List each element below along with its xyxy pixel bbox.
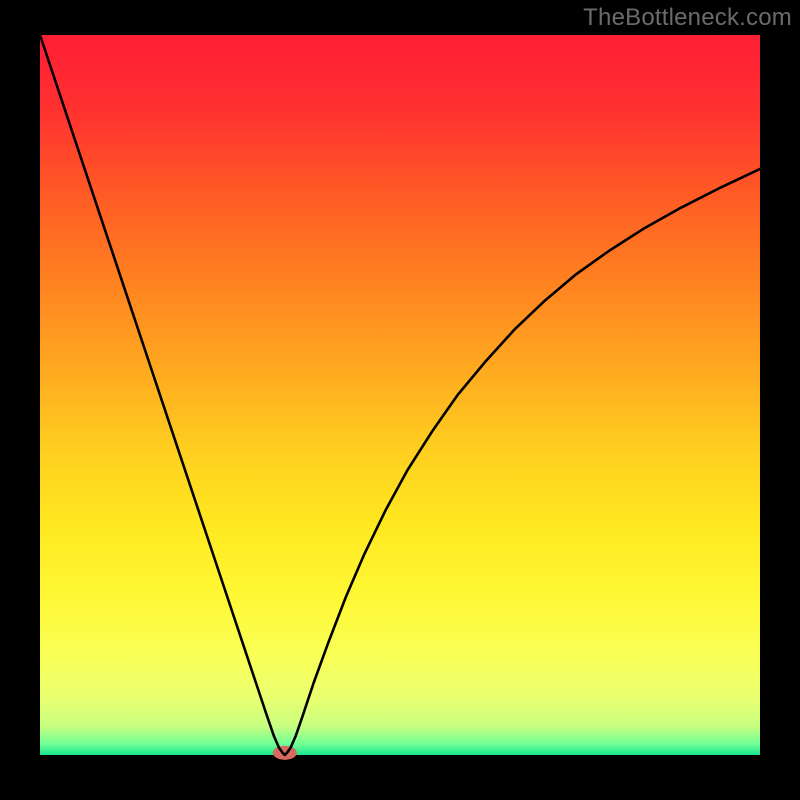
bottleneck-marker	[273, 746, 297, 760]
watermark-text: TheBottleneck.com	[583, 4, 792, 32]
plot-background	[40, 35, 760, 755]
bottleneck-chart	[0, 0, 800, 800]
chart-container: { "watermark": "TheBottleneck.com", "cha…	[0, 0, 800, 800]
